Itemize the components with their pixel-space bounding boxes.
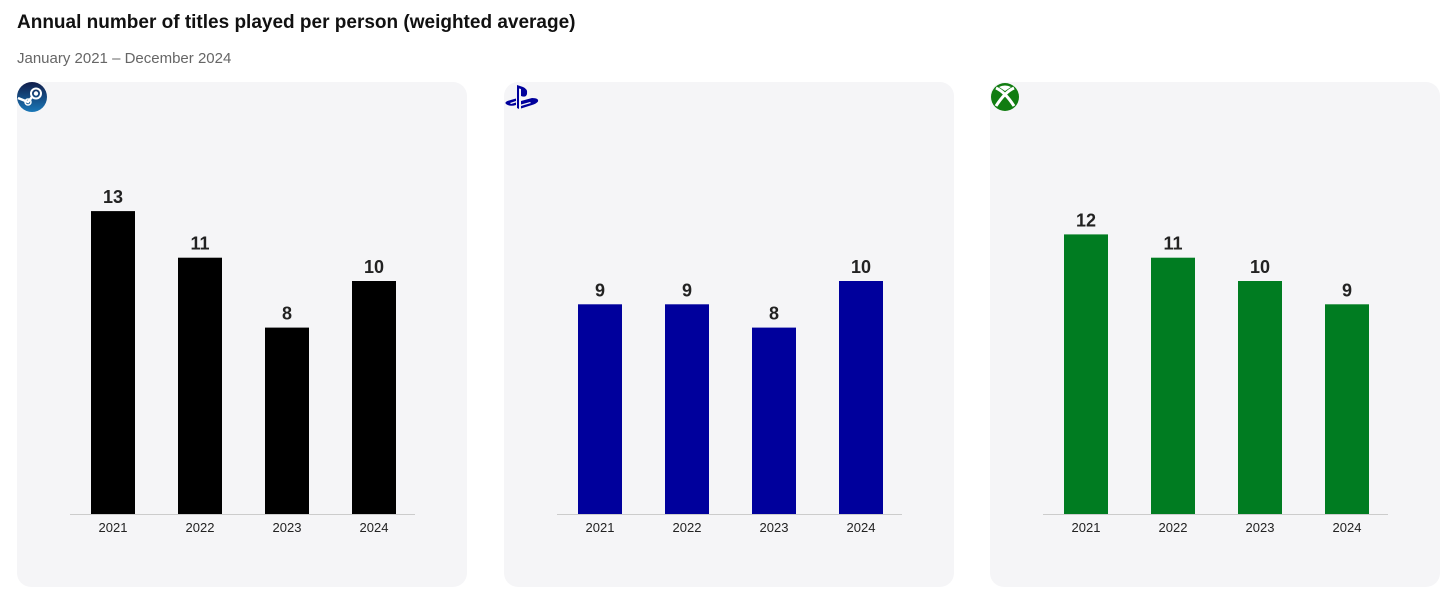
- bar-2022: [665, 304, 709, 514]
- playstation-chart-card: 9 2021 9 2022 8 2023 10 2024: [504, 82, 954, 587]
- bar-2024: [839, 281, 883, 514]
- bar-2023: [265, 327, 309, 514]
- bar-2024: [1325, 304, 1369, 514]
- x-tick-label: 2021: [99, 520, 128, 535]
- x-tick-label: 2023: [1246, 520, 1275, 535]
- steam-icon: [17, 82, 47, 112]
- steam-chart-card: 13 2021 11 2022 8 2023 10 2024: [17, 82, 467, 587]
- data-label: 10: [1250, 257, 1270, 277]
- x-tick-label: 2022: [1159, 520, 1188, 535]
- steam-bar-chart: 13 2021 11 2022 8 2023 10 2024: [70, 187, 415, 535]
- x-tick-label: 2022: [673, 520, 702, 535]
- data-label: 10: [851, 257, 871, 277]
- bar-2022: [1151, 257, 1195, 514]
- bar-2021: [91, 211, 135, 514]
- data-label: 11: [1163, 234, 1182, 254]
- chart-title: Annual number of titles played per perso…: [17, 12, 576, 33]
- bar-2023: [1238, 281, 1282, 514]
- x-tick-label: 2022: [186, 520, 215, 535]
- data-label: 11: [190, 234, 209, 254]
- xbox-chart-card: 12 2021 11 2022 10 2023 9 2024: [990, 82, 1440, 587]
- playstation-bar-chart: 9 2021 9 2022 8 2023 10 2024: [557, 257, 902, 535]
- xbox-icon: [991, 83, 1019, 111]
- data-label: 12: [1076, 210, 1096, 230]
- playstation-icon: [505, 85, 539, 109]
- x-tick-label: 2024: [847, 520, 876, 535]
- bar-2023: [752, 327, 796, 514]
- bar-2021: [1064, 234, 1108, 514]
- x-tick-label: 2021: [1072, 520, 1101, 535]
- bar-2021: [578, 304, 622, 514]
- x-tick-label: 2023: [760, 520, 789, 535]
- data-label: 8: [282, 304, 292, 324]
- chart-subtitle: January 2021 – December 2024: [17, 50, 232, 67]
- x-tick-label: 2023: [273, 520, 302, 535]
- bar-2022: [178, 257, 222, 514]
- bar-2024: [352, 281, 396, 514]
- x-tick-label: 2021: [586, 520, 615, 535]
- data-label: 9: [1342, 280, 1352, 300]
- x-tick-label: 2024: [360, 520, 389, 535]
- data-label: 9: [595, 280, 605, 300]
- data-label: 9: [682, 280, 692, 300]
- data-label: 13: [103, 187, 123, 207]
- x-tick-label: 2024: [1333, 520, 1362, 535]
- data-label: 10: [364, 257, 384, 277]
- xbox-bar-chart: 12 2021 11 2022 10 2023 9 2024: [1043, 210, 1388, 535]
- data-label: 8: [769, 304, 779, 324]
